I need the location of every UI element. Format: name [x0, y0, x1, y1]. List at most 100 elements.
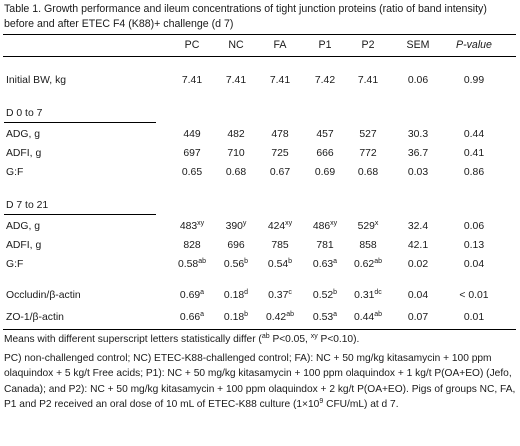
col-header-p2: P2	[361, 39, 375, 51]
cell-fa: 785	[260, 238, 300, 253]
cell-p1: 781	[305, 238, 345, 253]
cell-p1: 7.42	[305, 73, 345, 88]
col-header-pvalue: P-value	[456, 39, 492, 51]
header-row: PC NC FA P1 P2 SEM P-value	[0, 38, 520, 53]
cell-p2: 7.41	[348, 73, 388, 88]
table-row: G:F 0.65 0.68 0.67 0.69 0.68 0.03 0.86	[0, 165, 520, 180]
cell-value: 424	[267, 221, 286, 232]
cell-value: 7.42	[314, 75, 336, 86]
row-label: Initial BW, kg	[6, 75, 67, 86]
cell-value: 486	[312, 221, 331, 232]
superscript-letters: xy	[197, 220, 205, 227]
row-label: G:F	[6, 259, 24, 270]
cell-value: 36.7	[407, 148, 429, 159]
section-label: D 0 to 7	[6, 108, 43, 119]
superscript-letters: ab	[198, 258, 207, 265]
bottom-rule	[3, 329, 516, 330]
cell-sem: 36.7	[398, 146, 438, 161]
cell-value: 529	[357, 221, 375, 232]
cell-pc: 697	[172, 146, 212, 161]
cell-value: 0.58	[177, 259, 199, 270]
cell-fa: 0.67	[260, 165, 300, 180]
top-rule	[3, 34, 516, 35]
cell-pvalue: 0.44	[444, 127, 504, 142]
cell-value: 483	[179, 221, 198, 232]
superscript-letters: a	[200, 289, 205, 296]
col-header-fa: FA	[273, 39, 287, 51]
cell-value: 7.41	[225, 75, 247, 86]
cell-value: 0.01	[463, 312, 485, 323]
cell-value: 7.41	[357, 75, 379, 86]
cell-value: 710	[227, 148, 245, 159]
cell-value: 0.44	[463, 129, 485, 140]
cell-fa: 0.37c	[260, 288, 300, 303]
cell-value: 478	[271, 129, 289, 140]
cell-value: 7.41	[181, 75, 203, 86]
superscript-letters: ab	[374, 258, 383, 265]
cell-p2: 0.68	[348, 165, 388, 180]
cell-nc: 0.68	[216, 165, 256, 180]
cell-sem: 0.06	[398, 73, 438, 88]
cell-fa: 7.41	[260, 73, 300, 88]
superscript-letters: b	[244, 258, 249, 265]
cell-value: 0.99	[463, 75, 485, 86]
cell-pc: 828	[172, 238, 212, 253]
cell-nc: 0.56b	[216, 257, 256, 272]
superscript-letters: ab	[374, 311, 383, 318]
cell-value: 0.37	[268, 290, 289, 301]
cell-value: 0.65	[181, 167, 203, 178]
cell-value: 0.86	[463, 167, 485, 178]
table-row: Initial BW, kg 7.41 7.41 7.41 7.42 7.41 0.06 0.…	[0, 73, 520, 88]
cell-sem: 0.03	[398, 165, 438, 180]
header-rule	[3, 56, 516, 57]
table-row: ADFI, g 697 710 725 666 772 36.7 0.41	[0, 146, 520, 161]
cell-value: 0.69	[314, 167, 336, 178]
cell-sem: 42.1	[398, 238, 438, 253]
cell-fa: 424xy	[260, 219, 300, 234]
cell-value: 828	[183, 240, 201, 251]
row-label: ZO-1/β-actin	[6, 312, 64, 323]
col-header-sem: SEM	[406, 39, 430, 51]
cell-sem: 30.3	[398, 127, 438, 142]
footnote-groups: PC) non-challenged control; NC) ETEC-K88…	[4, 353, 516, 411]
cell-value: 527	[359, 129, 377, 140]
cell-pvalue: 0.06	[444, 219, 504, 234]
superscript-letters: d	[244, 289, 249, 296]
cell-value: 7.41	[269, 75, 291, 86]
cell-value: 390	[225, 221, 243, 232]
superscript-letters: a	[333, 258, 338, 265]
cell-p2: 772	[348, 146, 388, 161]
superscript-letters: dc	[374, 289, 382, 296]
cell-pc: 449	[172, 127, 212, 142]
row-label: ADFI, g	[6, 148, 42, 159]
cell-value: 0.06	[407, 75, 429, 86]
cell-value: 696	[227, 240, 245, 251]
cell-p2: 858	[348, 238, 388, 253]
cell-value: 0.69	[179, 290, 201, 301]
row-label: ADFI, g	[6, 240, 42, 251]
superscript-letters: b	[244, 311, 249, 318]
cell-p2: 0.62ab	[348, 257, 388, 272]
cell-value: 0.03	[407, 167, 429, 178]
table-row: G:F 0.58ab 0.56b 0.54b 0.63a 0.62ab 0.02 0.04	[0, 257, 520, 272]
cell-value: 0.18	[223, 312, 245, 323]
cell-pvalue: < 0.01	[444, 288, 504, 303]
cell-pc: 0.65	[172, 165, 212, 180]
cell-nc: 710	[216, 146, 256, 161]
superscript-letters: b	[288, 258, 293, 265]
cell-value: 0.06	[463, 221, 485, 232]
row-label: G:F	[6, 167, 24, 178]
cell-sem: 0.02	[398, 257, 438, 272]
cell-p1: 0.53a	[305, 310, 345, 325]
cell-value: 0.54	[267, 259, 289, 270]
cell-pvalue: 0.04	[444, 257, 504, 272]
cell-nc: 0.18b	[216, 310, 256, 325]
section-label: D 7 to 21	[6, 200, 49, 211]
cell-value: 482	[227, 129, 245, 140]
cell-p2: 527	[348, 127, 388, 142]
col-header-p1: P1	[318, 39, 332, 51]
section-underline	[4, 214, 156, 215]
col-header-nc: NC	[228, 39, 244, 51]
superscript-letters: y	[242, 220, 247, 227]
